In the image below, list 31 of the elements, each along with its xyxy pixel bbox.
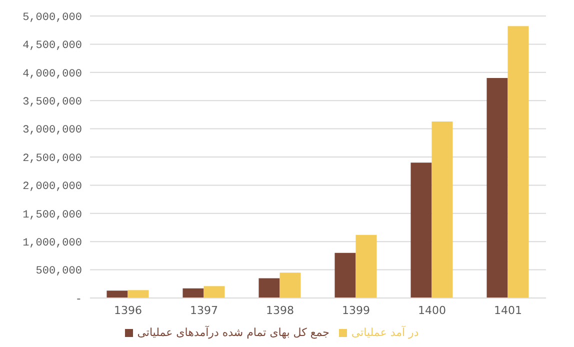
bar [182,288,204,298]
bar [258,278,280,298]
bar [280,272,301,298]
y-tick-label: 500,000 [36,266,82,278]
bar [508,26,529,298]
y-tick-label: 1,000,000 [22,238,82,250]
y-tick-label: 2,500,000 [22,152,82,165]
y-tick-label: 3,500,000 [22,96,82,109]
bar [432,121,453,298]
x-tick-label: 1398 [266,304,294,317]
y-tick-label: 4,500,000 [22,40,82,52]
bar [334,252,356,298]
bar [204,286,225,298]
y-tick-label: 4,000,000 [22,68,82,80]
bar [106,290,128,298]
bar [410,162,432,298]
x-tick-label: 1400 [418,304,446,317]
x-tick-label: 1399 [342,304,370,317]
y-tick-label: 2,000,000 [22,181,82,194]
x-tick-label: 1396 [114,304,142,317]
legend-label: جمع کل بهای تمام شده درآمدهای عملیاتی [137,326,330,339]
x-tick-label: 1397 [190,304,218,317]
y-tick-label: 3,000,000 [22,124,82,137]
bar [486,78,508,298]
bar [356,234,377,298]
legend-label: در آمد عملیاتی [351,326,419,339]
y-tick-label: 1,500,000 [22,209,82,222]
bar [128,290,149,298]
x-tick-label: 1401 [494,304,522,317]
y-tick-label: - [75,294,82,306]
y-tick-label: 5,000,000 [22,12,82,24]
